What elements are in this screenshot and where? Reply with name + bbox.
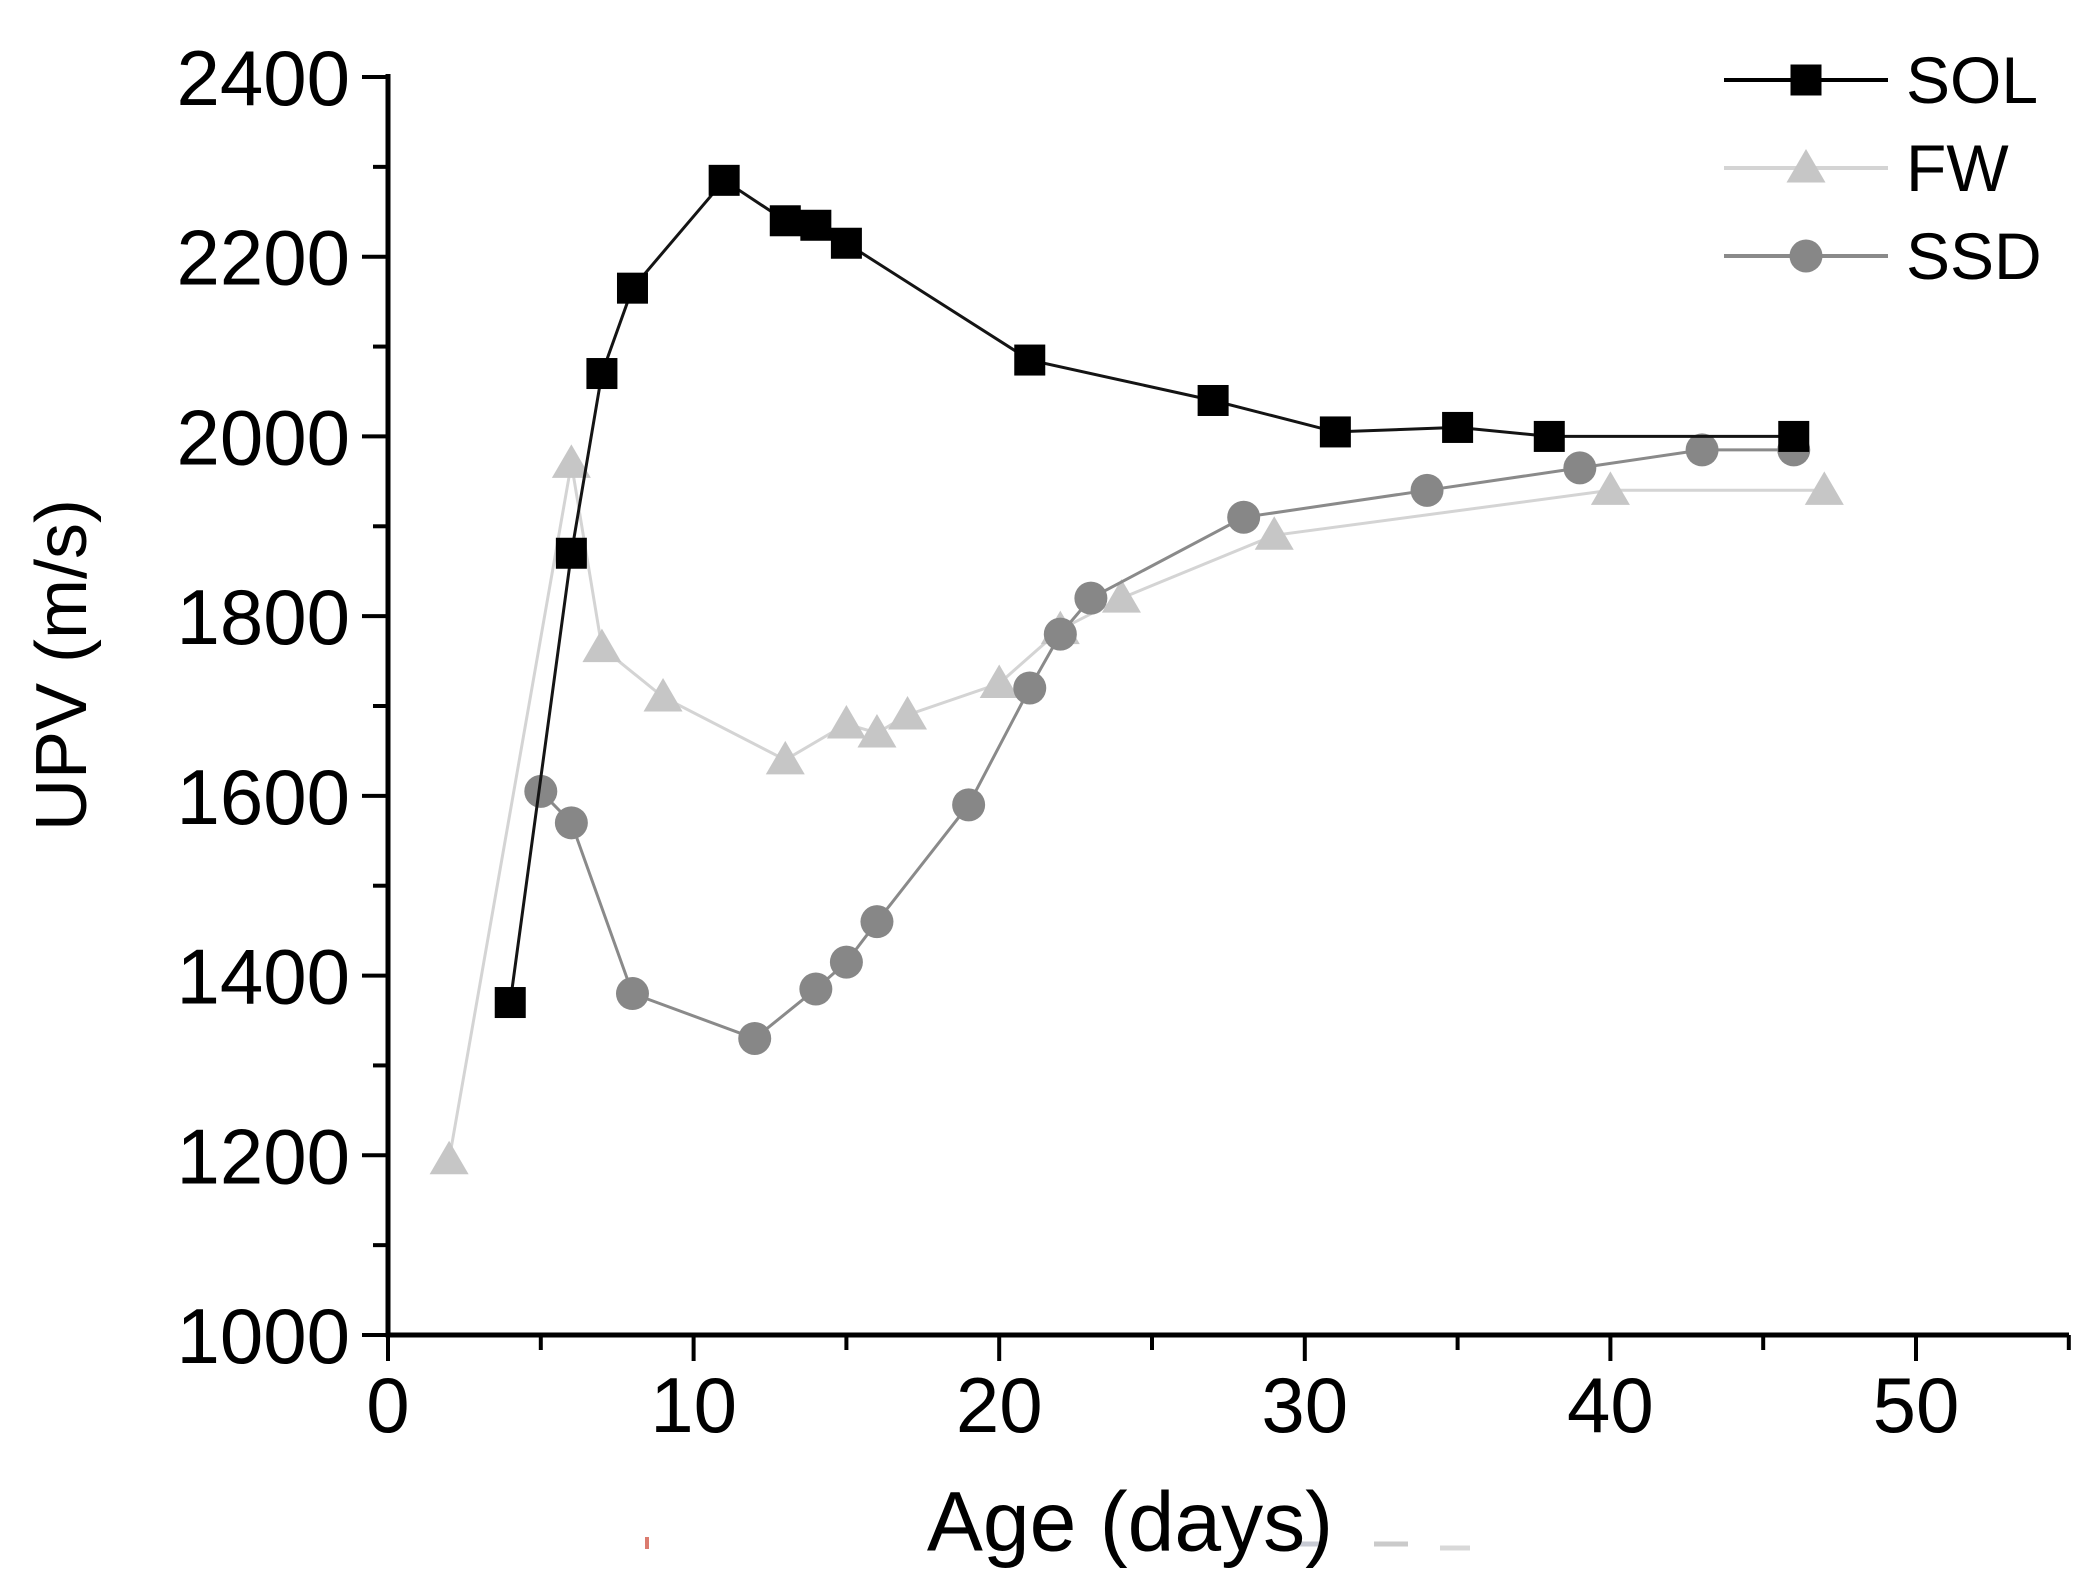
data-point-triangle: [551, 444, 591, 478]
data-point-triangle: [1590, 471, 1630, 505]
data-point-square: [1442, 411, 1474, 443]
data-point-circle: [952, 788, 986, 822]
data-point-circle: [1227, 500, 1261, 534]
x-tick-label: 20: [956, 1361, 1043, 1449]
data-point-triangle: [979, 664, 1019, 699]
sol-square-icon: [1724, 64, 1888, 96]
data-point-circle: [1043, 617, 1077, 651]
y-tick-label: 1800: [176, 573, 350, 661]
data-point-triangle: [857, 713, 897, 748]
data-point-triangle: [429, 1140, 469, 1175]
fw-triangle-icon: [1724, 149, 1888, 183]
data-point-triangle: [1254, 516, 1294, 550]
y-tick-label: 1200: [176, 1112, 350, 1200]
data-point-circle: [615, 977, 649, 1011]
data-point-circle: [1013, 671, 1047, 705]
series-line-FW: [447, 463, 1825, 1161]
data-point-triangle: [826, 704, 866, 739]
data-point-triangle: [582, 628, 622, 663]
legend-label: FW: [1906, 131, 2009, 205]
series-line-SOL: [508, 178, 1794, 1003]
data-point-square: [1197, 384, 1229, 416]
data-point-circle: [738, 1021, 772, 1055]
data-point-circle: [829, 945, 863, 979]
data-point-circle: [1074, 581, 1108, 615]
data-point-circle: [860, 905, 894, 939]
y-tick-label: 1400: [176, 933, 350, 1021]
legend-item-ssd: SSD: [1722, 212, 2042, 300]
data-point-square: [555, 537, 587, 569]
data-point-square: [1319, 416, 1351, 448]
data-point-square: [1533, 420, 1565, 452]
data-point-square: [830, 227, 862, 259]
data-point-circle: [554, 806, 588, 840]
data-point-circle: [799, 972, 833, 1006]
legend: SOL FW SSD: [1722, 36, 2042, 300]
data-point-square: [494, 987, 526, 1019]
data-point-triangle: [765, 740, 805, 775]
data-point-circle: [1410, 473, 1444, 507]
y-tick-label: 1600: [176, 753, 350, 841]
data-point-square: [1778, 420, 1810, 452]
data-point-triangle: [1101, 579, 1141, 613]
x-axis-title: Age (days): [926, 1474, 1334, 1569]
data-point-square: [616, 272, 648, 304]
x-tick-label: 40: [1567, 1361, 1654, 1449]
data-point-square: [708, 164, 740, 196]
data-point-square: [769, 205, 801, 237]
series-line-SSD: [539, 448, 1794, 1041]
series-SSD: [524, 433, 1811, 1055]
legend-label: SSD: [1906, 219, 2042, 293]
y-tick-label: 2000: [176, 393, 350, 481]
data-point-square: [1014, 344, 1046, 376]
data-point-square: [586, 358, 618, 390]
data-point-triangle: [643, 678, 683, 712]
data-point-circle: [1789, 239, 1823, 273]
ssd-circle-icon: [1724, 239, 1888, 273]
series-FW: [429, 444, 1844, 1175]
x-tick-label: 0: [366, 1361, 409, 1449]
legend-label: SOL: [1906, 43, 2039, 117]
x-tick-label: 10: [650, 1361, 737, 1449]
y-tick-label: 2200: [176, 214, 350, 302]
legend-item-sol: SOL: [1722, 36, 2042, 124]
x-tick-label: 30: [1261, 1361, 1348, 1449]
data-point-circle: [1685, 433, 1719, 467]
y-axis-title: UPV (m/s): [22, 499, 102, 831]
data-point-square: [1790, 64, 1822, 96]
data-point-triangle: [888, 695, 928, 730]
legend-item-fw: FW: [1722, 124, 2042, 212]
data-point-circle: [1563, 451, 1597, 485]
y-tick-label: 1000: [176, 1292, 350, 1380]
x-tick-label: 50: [1873, 1361, 1960, 1449]
data-point-circle: [524, 774, 558, 808]
data-point-triangle: [1786, 149, 1826, 183]
data-point-triangle: [1804, 471, 1844, 505]
series-SOL: [494, 164, 1810, 1019]
data-point-square: [800, 209, 832, 241]
y-tick-label: 2400: [176, 34, 350, 122]
